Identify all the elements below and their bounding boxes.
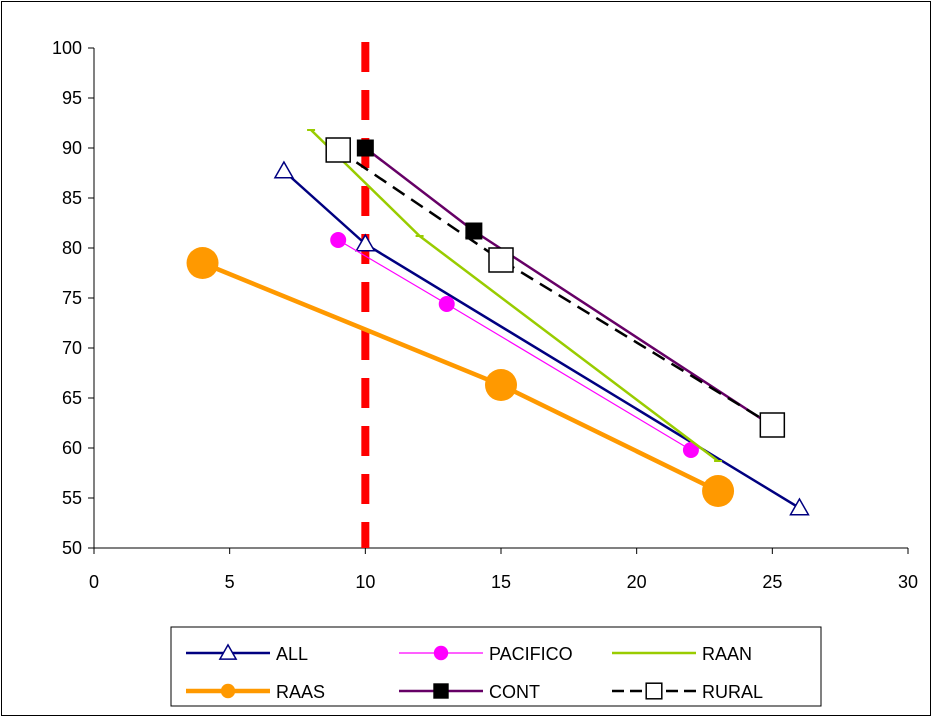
y-tick-label: 60: [62, 438, 82, 458]
data-point-square: [433, 683, 449, 699]
y-tick-label: 70: [62, 338, 82, 358]
data-point-circle: [220, 683, 236, 699]
y-tick-label: 80: [62, 238, 82, 258]
data-point-circle: [682, 442, 699, 458]
legend-item-raas: RAAS: [186, 682, 325, 702]
x-tick-label: 0: [89, 572, 99, 592]
legend-item-raan: RAAN: [612, 644, 752, 664]
data-point-square: [488, 247, 514, 273]
legend-label: ALL: [276, 644, 308, 664]
legend-label: RURAL: [702, 682, 763, 702]
data-point-circle: [433, 645, 449, 661]
x-tick-label: 25: [762, 572, 782, 592]
y-tick-label: 85: [62, 188, 82, 208]
legend-box: [170, 626, 822, 707]
legend-label: RAAS: [276, 682, 325, 702]
legend-item-pacifico: PACIFICO: [399, 644, 573, 664]
legend-item-cont: CONT: [399, 682, 540, 702]
y-tick-label: 100: [52, 38, 82, 58]
y-tick-label: 95: [62, 88, 82, 108]
data-point-circle: [438, 296, 455, 312]
series-line: [337, 148, 773, 427]
legend-label: PACIFICO: [489, 644, 573, 664]
x-tick-label: 30: [898, 572, 918, 592]
series-pacifico: [330, 232, 699, 458]
series-all: [273, 160, 810, 516]
x-tick-label: 10: [355, 572, 375, 592]
series-line: [364, 147, 774, 428]
series-line: [201, 260, 720, 494]
data-point-circle: [702, 475, 735, 507]
data-point-square: [325, 137, 351, 163]
y-tick-label: 50: [62, 538, 82, 558]
data-point-triangle: [789, 497, 810, 516]
legend-item-all: ALL: [186, 643, 308, 664]
axes: 50 55 60 65 70 75 80 85 90 95 100 0 5 10 15 20 25 30: [52, 38, 918, 592]
data-point-square: [645, 682, 663, 700]
x-tick-label: 20: [627, 572, 647, 592]
y-tick-label: 90: [62, 138, 82, 158]
series-line: [283, 170, 801, 510]
legend-label: CONT: [489, 682, 540, 702]
series-raan: [307, 129, 723, 462]
x-tick-label: 15: [491, 572, 511, 592]
data-point-triangle: [273, 160, 295, 179]
legend-item-rural: RURAL: [612, 682, 763, 702]
series-rural: [325, 137, 786, 438]
data-point-circle: [186, 247, 219, 279]
series-layer: [186, 129, 810, 516]
legend: ALL PACIFICO RAAN RAAS CONT RURAL: [170, 626, 822, 707]
series-line: [337, 239, 692, 451]
x-tick-label: 5: [225, 572, 235, 592]
y-tick-label: 65: [62, 388, 82, 408]
legend-label: RAAN: [702, 644, 752, 664]
data-point-circle: [330, 232, 347, 248]
data-point-square: [465, 222, 483, 240]
data-point-square: [356, 139, 374, 157]
data-point-square: [759, 412, 786, 438]
y-tick-label: 55: [62, 488, 82, 508]
data-point-circle: [485, 369, 517, 401]
y-tick-label: 75: [62, 288, 82, 308]
data-point-triangle: [218, 643, 238, 660]
data-point-triangle: [355, 233, 376, 252]
series-line: [310, 129, 719, 462]
series-raas: [186, 247, 735, 507]
